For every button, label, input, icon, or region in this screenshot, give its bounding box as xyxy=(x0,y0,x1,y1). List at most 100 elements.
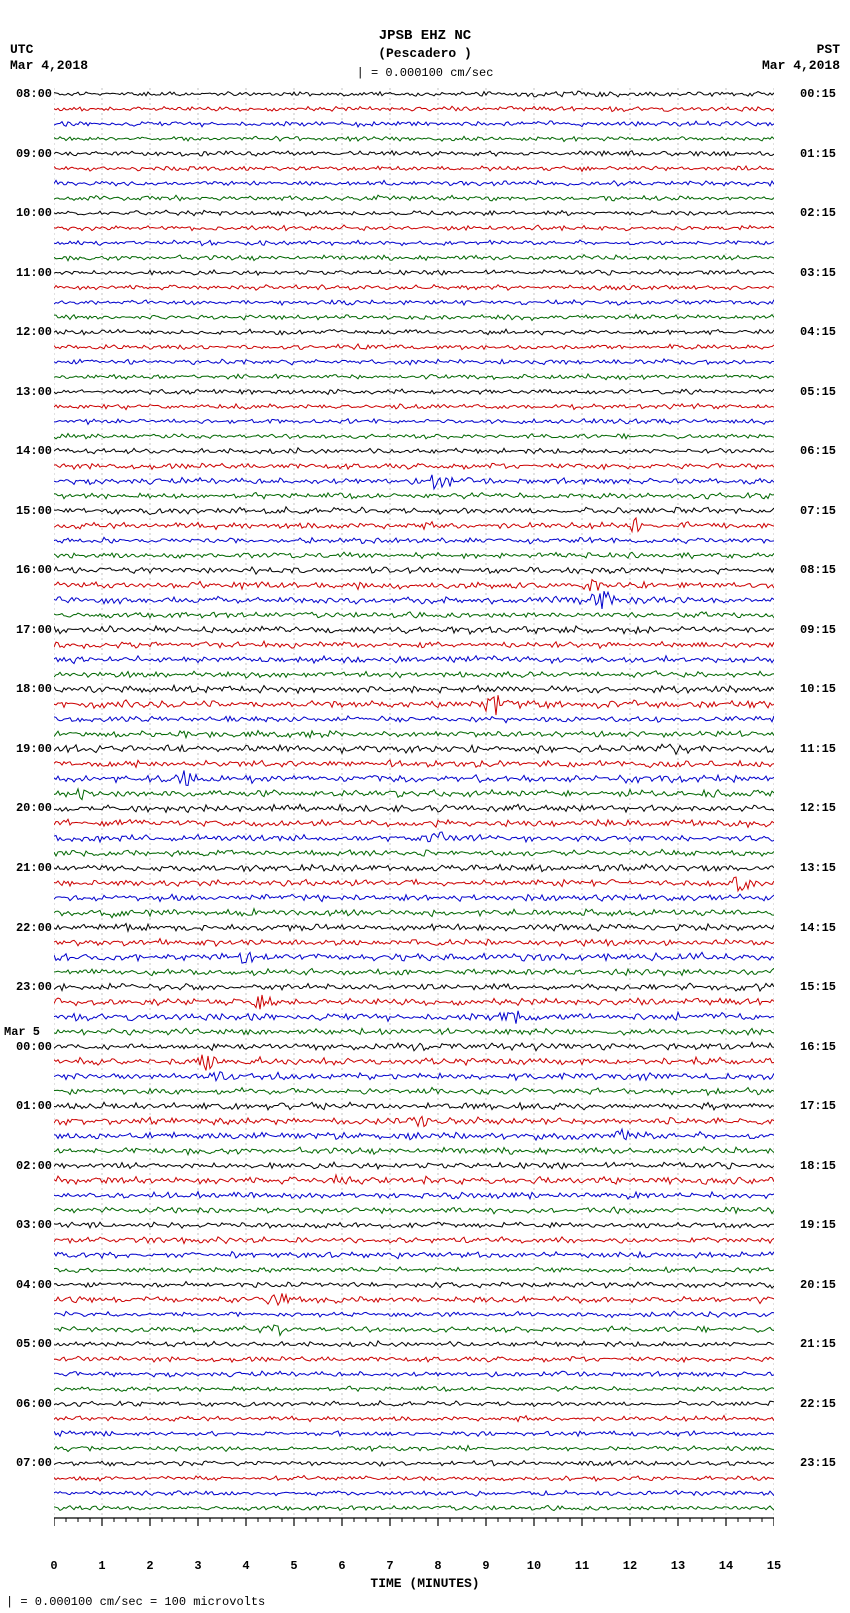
trace-line xyxy=(54,1237,774,1244)
trace-line xyxy=(54,1401,774,1407)
yaxis-left-label: 08:00 xyxy=(2,87,52,101)
yaxis-left-label: 21:00 xyxy=(2,861,52,875)
trace-line xyxy=(54,626,774,634)
xaxis-tick-label: 3 xyxy=(194,1559,201,1573)
trace-line xyxy=(54,567,774,574)
trace-line xyxy=(54,1192,774,1200)
trace-line xyxy=(54,804,774,812)
trace-line xyxy=(54,1129,774,1140)
trace-line xyxy=(54,1506,774,1511)
trace-line xyxy=(54,995,774,1009)
yaxis-left-label: 01:00 xyxy=(2,1099,52,1113)
trace-line xyxy=(54,760,774,768)
yaxis-right-label: 03:15 xyxy=(800,266,848,280)
tz-right: PST xyxy=(817,42,840,57)
yaxis-right-label: 04:15 xyxy=(800,325,848,339)
trace-line xyxy=(54,463,774,469)
yaxis-right-label: 11:15 xyxy=(800,742,848,756)
trace-line xyxy=(54,952,774,963)
trace-line xyxy=(54,1042,774,1050)
yaxis-left-label: 17:00 xyxy=(2,623,52,637)
trace-line xyxy=(54,591,774,609)
yaxis-right-label: 22:15 xyxy=(800,1397,848,1411)
xaxis-tick-label: 15 xyxy=(767,1559,781,1573)
trace-line xyxy=(54,1446,774,1452)
trace-line xyxy=(54,315,774,321)
trace-line xyxy=(54,695,774,715)
trace-line xyxy=(54,1011,774,1024)
yaxis-right-label: 06:15 xyxy=(800,444,848,458)
xaxis-tick-label: 4 xyxy=(242,1559,249,1573)
trace-line xyxy=(54,1088,774,1096)
yaxis-left-label: 07:00 xyxy=(2,1456,52,1470)
yaxis-left-label: 03:00 xyxy=(2,1218,52,1232)
xaxis-tick-label: 11 xyxy=(575,1559,589,1573)
yaxis-left-label: 13:00 xyxy=(2,385,52,399)
xaxis-tick-label: 13 xyxy=(671,1559,685,1573)
trace-line xyxy=(54,1461,774,1467)
trace-line xyxy=(54,225,774,231)
yaxis-right-label: 15:15 xyxy=(800,980,848,994)
trace-line xyxy=(54,1252,774,1259)
xaxis-tick-label: 0 xyxy=(50,1559,57,1573)
trace-line xyxy=(54,91,774,97)
trace-line xyxy=(54,136,774,141)
trace-line xyxy=(54,1055,774,1071)
date-left: Mar 4,2018 xyxy=(10,58,88,73)
trace-line xyxy=(54,448,774,454)
trace-line xyxy=(54,240,774,246)
trace-line xyxy=(54,419,774,425)
seismogram-plot xyxy=(54,88,774,1538)
yaxis-right-label: 21:15 xyxy=(800,1337,848,1351)
trace-line xyxy=(54,329,774,335)
yaxis-left-label: 19:00 xyxy=(2,742,52,756)
trace-line xyxy=(54,518,774,532)
seismogram-page: JPSB EHZ NC (Pescadero ) | = 0.000100 cm… xyxy=(0,0,850,1613)
tz-left: UTC xyxy=(10,42,33,57)
yaxis-left-label: 02:00 xyxy=(2,1159,52,1173)
yaxis-right-label: 09:15 xyxy=(800,623,848,637)
yaxis-left-label: 14:00 xyxy=(2,444,52,458)
trace-line xyxy=(54,685,774,693)
trace-line xyxy=(54,359,774,365)
xaxis-tick-label: 10 xyxy=(527,1559,541,1573)
trace-line xyxy=(54,374,774,380)
yaxis-left-label: 06:00 xyxy=(2,1397,52,1411)
trace-line xyxy=(54,1325,774,1335)
trace-line xyxy=(54,552,774,558)
yaxis-left-label: 00:00 xyxy=(2,1040,52,1054)
trace-line xyxy=(54,864,774,871)
trace-line xyxy=(54,180,774,186)
yaxis-left-label: 23:00 xyxy=(2,980,52,994)
yaxis-left-label: 04:00 xyxy=(2,1278,52,1292)
xaxis-tick-label: 7 xyxy=(386,1559,393,1573)
trace-line xyxy=(54,1356,774,1362)
yaxis-left-label: 22:00 xyxy=(2,921,52,935)
trace-line xyxy=(54,1222,774,1228)
trace-line xyxy=(54,1282,774,1289)
trace-line xyxy=(54,1371,774,1377)
trace-line xyxy=(54,1491,774,1497)
trace-line xyxy=(54,285,774,291)
yaxis-left-label: 12:00 xyxy=(2,325,52,339)
yaxis-right-label: 02:15 xyxy=(800,206,848,220)
chart-title: JPSB EHZ NC xyxy=(0,28,850,44)
date-right: Mar 4,2018 xyxy=(762,58,840,73)
trace-line xyxy=(54,1311,774,1317)
yaxis-left-label: 18:00 xyxy=(2,682,52,696)
trace-line xyxy=(54,968,774,975)
trace-line xyxy=(54,1476,774,1482)
trace-line xyxy=(54,434,774,439)
yaxis-right-label: 07:15 xyxy=(800,504,848,518)
trace-line xyxy=(54,1028,774,1035)
trace-line xyxy=(54,507,774,515)
trace-line xyxy=(54,744,774,754)
trace-line xyxy=(54,789,774,800)
trace-line xyxy=(54,832,774,842)
yaxis-right-label: 01:15 xyxy=(800,147,848,161)
xaxis-tick-label: 5 xyxy=(290,1559,297,1573)
trace-line xyxy=(54,939,774,947)
yaxis-left-label: 10:00 xyxy=(2,206,52,220)
trace-line xyxy=(54,210,774,216)
trace-line xyxy=(54,389,774,394)
